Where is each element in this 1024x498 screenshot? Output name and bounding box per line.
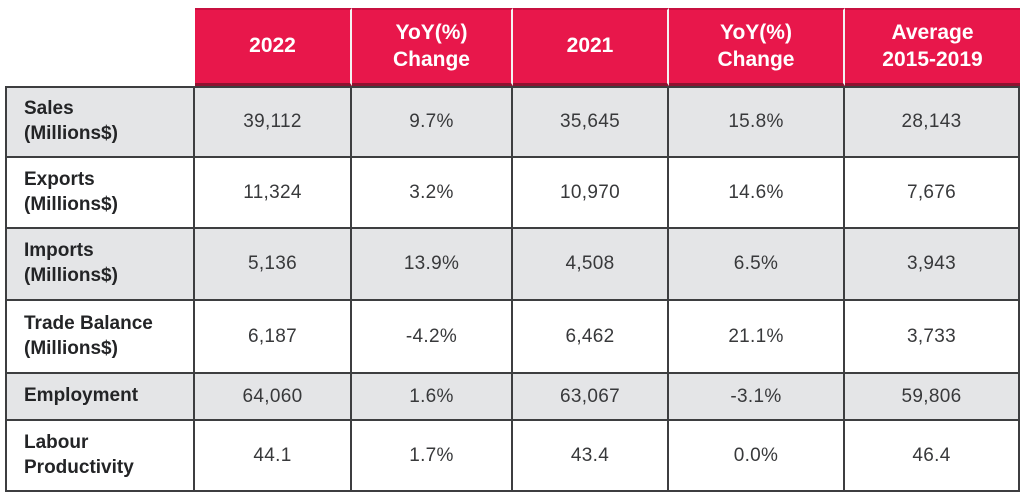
cell-labour-productivity-yoy1: 1.7%	[352, 421, 513, 492]
cell-employment-average: 59,806	[845, 374, 1020, 421]
header-yoy-change-2: YoY(%) Change	[669, 8, 845, 86]
cell-sales-2021: 35,645	[513, 86, 669, 158]
header-corner-empty-cell	[5, 8, 195, 86]
table-row-exports: Exports (Millions$) 11,324 3.2% 10,970 1…	[5, 158, 1020, 229]
header-yoy-change-1: YoY(%) Change	[352, 8, 513, 86]
row-label-exports: Exports (Millions$)	[5, 158, 195, 229]
cell-trade-balance-2021: 6,462	[513, 301, 669, 374]
cell-trade-balance-yoy2: 21.1%	[669, 301, 845, 374]
cell-imports-average: 3,943	[845, 229, 1020, 301]
row-label-trade-balance: Trade Balance (Millions$)	[5, 301, 195, 374]
economic-indicators-table-container: 2022 YoY(%) Change 2021 YoY(%) Change Av…	[5, 8, 1020, 492]
cell-trade-balance-average: 3,733	[845, 301, 1020, 374]
cell-imports-yoy2: 6.5%	[669, 229, 845, 301]
cell-imports-2022: 5,136	[195, 229, 352, 301]
economic-indicators-table: 2022 YoY(%) Change 2021 YoY(%) Change Av…	[5, 8, 1020, 492]
cell-employment-yoy2: -3.1%	[669, 374, 845, 421]
cell-sales-2022: 39,112	[195, 86, 352, 158]
table-row-sales: Sales (Millions$) 39,112 9.7% 35,645 15.…	[5, 86, 1020, 158]
cell-sales-yoy1: 9.7%	[352, 86, 513, 158]
table-row-employment: Employment 64,060 1.6% 63,067 -3.1% 59,8…	[5, 374, 1020, 421]
header-2022: 2022	[195, 8, 352, 86]
cell-exports-average: 7,676	[845, 158, 1020, 229]
cell-sales-yoy2: 15.8%	[669, 86, 845, 158]
cell-exports-2022: 11,324	[195, 158, 352, 229]
cell-labour-productivity-average: 46.4	[845, 421, 1020, 492]
cell-employment-2022: 64,060	[195, 374, 352, 421]
cell-exports-yoy2: 14.6%	[669, 158, 845, 229]
cell-exports-yoy1: 3.2%	[352, 158, 513, 229]
cell-imports-yoy1: 13.9%	[352, 229, 513, 301]
cell-trade-balance-2022: 6,187	[195, 301, 352, 374]
table-row-imports: Imports (Millions$) 5,136 13.9% 4,508 6.…	[5, 229, 1020, 301]
cell-employment-yoy1: 1.6%	[352, 374, 513, 421]
cell-labour-productivity-yoy2: 0.0%	[669, 421, 845, 492]
cell-labour-productivity-2021: 43.4	[513, 421, 669, 492]
header-average-2015-2019: Average 2015-2019	[845, 8, 1020, 86]
cell-labour-productivity-2022: 44.1	[195, 421, 352, 492]
row-label-sales: Sales (Millions$)	[5, 86, 195, 158]
row-label-imports: Imports (Millions$)	[5, 229, 195, 301]
row-label-labour-productivity: Labour Productivity	[5, 421, 195, 492]
cell-exports-2021: 10,970	[513, 158, 669, 229]
header-row: 2022 YoY(%) Change 2021 YoY(%) Change Av…	[5, 8, 1020, 86]
cell-imports-2021: 4,508	[513, 229, 669, 301]
table-row-labour-productivity: Labour Productivity 44.1 1.7% 43.4 0.0% …	[5, 421, 1020, 492]
cell-employment-2021: 63,067	[513, 374, 669, 421]
table-row-trade-balance: Trade Balance (Millions$) 6,187 -4.2% 6,…	[5, 301, 1020, 374]
cell-trade-balance-yoy1: -4.2%	[352, 301, 513, 374]
header-2021: 2021	[513, 8, 669, 86]
row-label-employment: Employment	[5, 374, 195, 421]
cell-sales-average: 28,143	[845, 86, 1020, 158]
